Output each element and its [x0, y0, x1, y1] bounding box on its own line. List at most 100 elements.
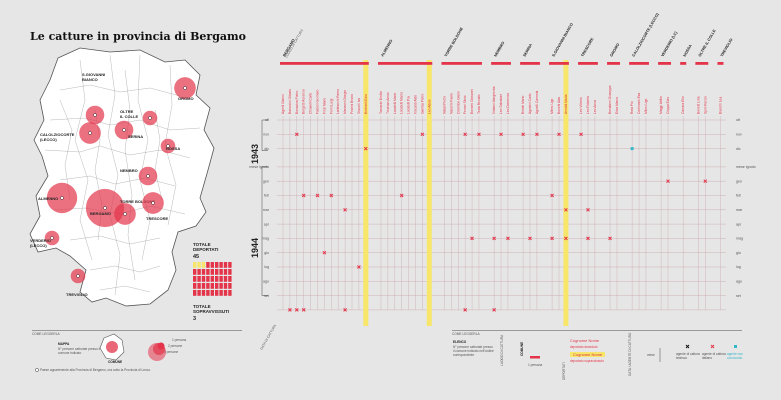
capture-marker-italian — [322, 250, 327, 255]
deported-square — [228, 262, 232, 268]
survivor-name: Bettinelli Ezio — [364, 94, 368, 114]
person-name: Finzi Mario — [322, 98, 326, 114]
deported-square — [210, 276, 214, 282]
legend-comune-bar — [530, 356, 540, 359]
deported-square — [193, 276, 197, 282]
person-name: Crippa Ezio — [666, 97, 670, 114]
capture-marker-italian — [492, 236, 496, 241]
map-place-label: OLTRE — [120, 109, 134, 114]
group-header-bar — [377, 62, 433, 65]
map-place-label: TREVIGLIO — [66, 292, 88, 297]
person-name: Locatelli Mario — [393, 93, 397, 114]
person-name: Locatelli Pia — [407, 96, 411, 114]
person-name: Agrelli Gianni — [281, 94, 285, 114]
map-place-label: BERGAMO — [90, 211, 111, 216]
deported-square — [206, 276, 210, 282]
person-name: Maggi Attilio — [659, 96, 663, 114]
town-dot — [93, 113, 97, 117]
capture-marker-italian — [343, 207, 347, 212]
row-label-left: mag — [262, 237, 269, 241]
town-dot — [76, 274, 80, 278]
deported-square — [193, 269, 197, 275]
person-name: Agostini Carlo — [528, 93, 532, 114]
deported-square — [219, 290, 223, 296]
person-name: Erba Marco — [615, 97, 619, 114]
deported-square — [228, 283, 232, 289]
legend-agent-german: agente di cattura tedesco — [676, 352, 700, 360]
deported-square — [215, 269, 219, 275]
capture-marker-italian — [586, 236, 590, 241]
legend-lecco-dot — [35, 368, 39, 372]
person-name: Trevisan Amos — [386, 92, 390, 114]
deported-square — [223, 283, 228, 289]
row-label-right: set — [736, 294, 741, 298]
deported-square — [201, 276, 206, 282]
person-name: Spini Renzo — [703, 96, 707, 114]
group-header-bar — [629, 62, 649, 65]
deported-square — [197, 276, 201, 282]
deported-square — [201, 269, 206, 275]
capture-marker-italian — [521, 132, 525, 137]
capture-marker-italian — [315, 193, 320, 198]
legend-italian-cross — [710, 344, 715, 349]
capture-marker-italian — [506, 236, 510, 241]
town-dot — [123, 212, 127, 216]
legend-survivor-desc: deportato sopravvissuto — [570, 359, 604, 363]
legend-name-deceased: Cognome Nome — [570, 338, 600, 343]
deported-square — [206, 262, 210, 268]
row-label-left: nov — [263, 133, 269, 137]
person-name: Leo Vittorio — [579, 97, 583, 114]
deported-square — [215, 283, 219, 289]
deported-square — [228, 276, 232, 282]
municipal-border — [59, 99, 73, 201]
survivor-band — [426, 60, 432, 326]
row-label-left: mar — [263, 208, 270, 212]
capture-marker-italian — [535, 132, 539, 137]
row-label-left: mese ignoto — [249, 165, 269, 169]
municipal-border — [124, 69, 136, 281]
group-header-bar — [607, 62, 620, 65]
person-name: Pedrini Bruno — [350, 94, 354, 114]
capture-marker-italian — [586, 207, 590, 212]
person-name: Leo Domenico — [506, 93, 510, 114]
group-header-bar — [549, 62, 569, 65]
person-name: Carrara Elio — [681, 96, 685, 114]
deported-square — [215, 276, 219, 282]
group-header-label: GROMO — [609, 43, 620, 58]
deported-square — [210, 269, 214, 275]
row-label-left: apr — [264, 222, 270, 226]
deported-square — [219, 283, 223, 289]
row-label-left: lug — [264, 265, 269, 269]
legend-comune-label: COMUNE — [108, 360, 123, 364]
deported-square — [206, 290, 210, 296]
row-label-right: mag — [736, 237, 743, 241]
deported-square — [193, 283, 197, 289]
capture-marker-italian — [550, 236, 554, 241]
deported-square — [206, 283, 210, 289]
capture-marker-date-unknown — [301, 308, 306, 312]
map-place-label: VERDERIO — [30, 238, 51, 243]
map-place-label: TRESCORE — [146, 216, 169, 221]
municipal-border — [69, 235, 161, 245]
row-label-right: lug — [736, 265, 741, 269]
deported-square — [201, 283, 206, 289]
legend-size-1: 1 persona — [172, 338, 187, 342]
survivor-band — [363, 60, 369, 326]
survivors-total-label: TOTALE SOPRAVVISSUTI — [193, 304, 230, 314]
person-name: Agnelli Carmela — [535, 91, 539, 114]
town-dot — [183, 86, 187, 90]
legend-comune-circle — [106, 341, 118, 353]
deported-square — [228, 269, 232, 275]
person-name: Falconi Gennaro — [316, 89, 320, 114]
legend-agent-unknown: agente non conosciuto — [727, 352, 743, 360]
map-place-label-line2: IL COLLE — [120, 114, 138, 119]
legend-size-3: 3 persone — [164, 350, 179, 354]
deported-square — [197, 290, 201, 296]
legend-size-2: 2 persone — [168, 344, 183, 348]
capture-marker-italian — [294, 132, 299, 137]
town-dot — [88, 131, 92, 135]
row-label-right: ott — [736, 118, 740, 122]
municipal-border — [89, 265, 161, 273]
